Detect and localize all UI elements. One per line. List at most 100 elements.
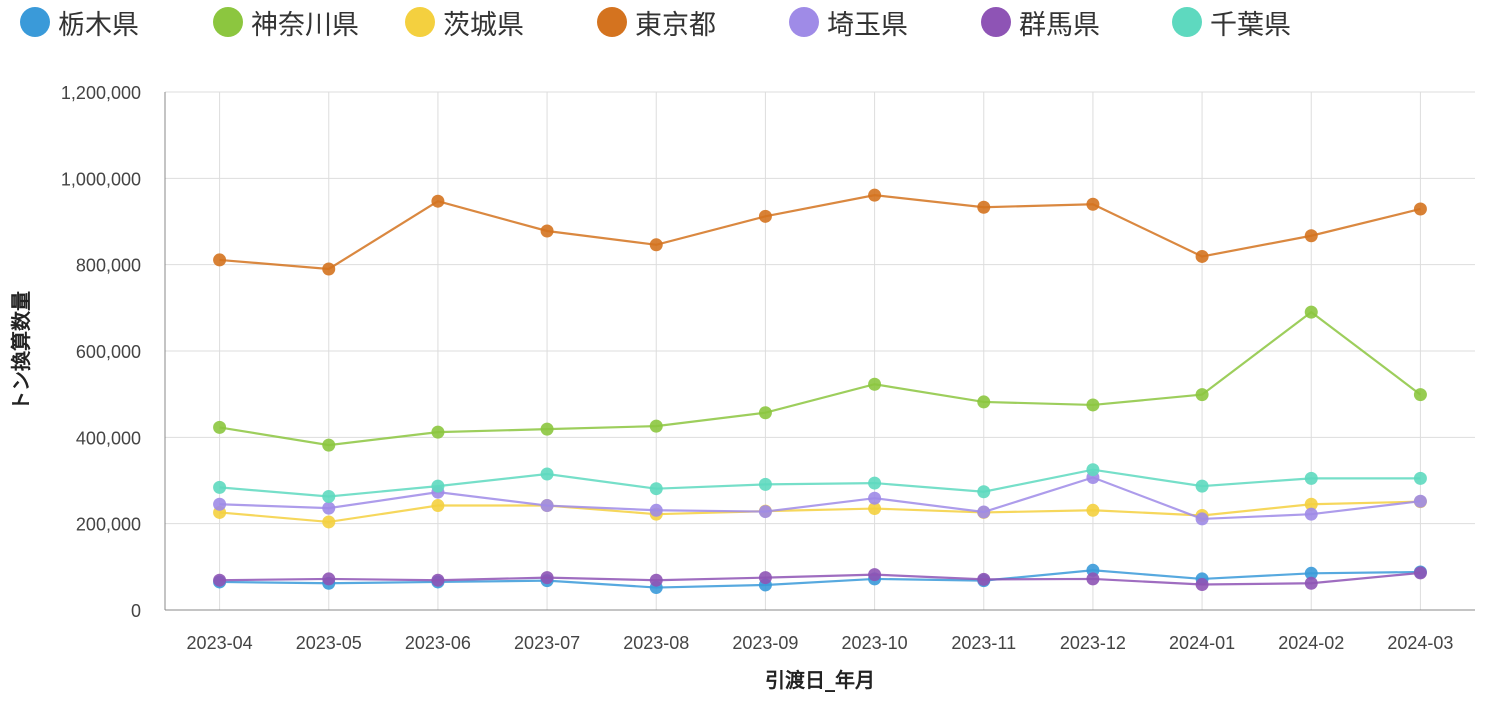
legend-swatch [981, 7, 1011, 37]
series-6 [213, 566, 1427, 592]
data-point [322, 489, 336, 503]
data-point [1413, 566, 1427, 580]
legend-swatch [405, 7, 435, 37]
y-tick-label: 200,000 [76, 515, 141, 535]
legend-item[interactable]: 茨城県 [405, 4, 524, 41]
legend: 栃木県 神奈川県 茨城県 東京都 埼玉県 群馬県 千葉県 [0, 0, 1485, 46]
legend-label: 千葉県 [1210, 9, 1291, 41]
data-point [758, 406, 772, 420]
data-point [322, 572, 336, 586]
data-point [1304, 229, 1318, 243]
data-point [1413, 471, 1427, 485]
legend-label: 東京都 [635, 9, 716, 41]
legend-label: 神奈川県 [251, 9, 359, 41]
data-point [431, 425, 445, 439]
x-tick-label: 2023-07 [514, 633, 580, 653]
y-tick-label: 600,000 [76, 342, 141, 362]
legend-item[interactable]: 千葉県 [1172, 4, 1291, 41]
data-point [977, 395, 991, 409]
data-point [758, 571, 772, 585]
legend-item[interactable]: 神奈川県 [213, 4, 359, 41]
legend-label: 埼玉県 [827, 9, 908, 41]
legend-label: 栃木県 [58, 9, 139, 41]
x-tick-label: 2023-04 [187, 633, 253, 653]
data-point [649, 482, 663, 496]
legend-label: 茨城県 [443, 9, 524, 41]
data-point [649, 573, 663, 587]
x-tick-label: 2023-09 [732, 633, 798, 653]
data-point [213, 573, 227, 587]
legend-item[interactable]: 群馬県 [981, 4, 1100, 41]
series-4 [213, 188, 1427, 276]
data-point [977, 505, 991, 519]
data-point [649, 419, 663, 433]
data-point [868, 188, 882, 202]
data-point [540, 422, 554, 436]
data-point [213, 480, 227, 494]
data-point [1195, 578, 1209, 592]
data-point [1086, 503, 1100, 517]
data-point [1304, 566, 1318, 580]
data-point [868, 502, 882, 516]
data-point [977, 572, 991, 586]
legend-swatch [1172, 7, 1202, 37]
data-point [868, 476, 882, 490]
legend-swatch [597, 7, 627, 37]
data-point [1304, 576, 1318, 590]
legend-item[interactable]: 埼玉県 [789, 4, 908, 41]
x-tick-label: 2023-05 [296, 633, 362, 653]
y-tick-label: 1,200,000 [61, 83, 141, 103]
y-tick-label: 400,000 [76, 428, 141, 448]
data-point [1195, 512, 1209, 526]
data-point [322, 515, 336, 529]
series-line [219, 194, 1421, 271]
data-point [868, 377, 882, 391]
series-line [219, 310, 1422, 447]
series-line [219, 571, 1421, 586]
x-tick-label: 2024-02 [1278, 633, 1344, 653]
data-point [1304, 507, 1318, 521]
data-point [758, 477, 772, 491]
y-tick-label: 0 [131, 601, 141, 621]
series-line [219, 468, 1421, 498]
x-tick-label: 2023-10 [842, 633, 908, 653]
data-point [431, 194, 445, 208]
series-2 [213, 305, 1427, 452]
data-point [1195, 479, 1209, 493]
data-point [758, 209, 772, 223]
data-point [1086, 572, 1100, 586]
data-point [322, 438, 336, 452]
data-point [649, 238, 663, 252]
series-line [219, 569, 1421, 589]
legend-swatch [789, 7, 819, 37]
data-point [431, 499, 445, 513]
legend-item[interactable]: 栃木県 [20, 4, 139, 41]
data-point [1086, 463, 1100, 477]
data-point [1413, 494, 1427, 508]
data-point [1304, 497, 1318, 511]
data-point [540, 571, 554, 585]
series-line [219, 500, 1421, 524]
y-axis-title: トン換算数量 [9, 291, 33, 411]
x-tick-label: 2023-11 [951, 633, 1016, 653]
data-point [322, 262, 336, 276]
legend-item[interactable]: 東京都 [597, 4, 716, 41]
y-tick-label: 800,000 [76, 256, 141, 276]
series-line [219, 476, 1421, 521]
x-tick-label: 2023-12 [1060, 633, 1126, 653]
data-point [977, 485, 991, 499]
x-tick-label: 2024-03 [1387, 633, 1453, 653]
x-tick-label: 2023-06 [405, 633, 471, 653]
data-point [213, 497, 227, 511]
data-point [540, 499, 554, 513]
data-point [1195, 388, 1209, 402]
data-point [540, 467, 554, 481]
data-point [1086, 197, 1100, 211]
data-point [213, 253, 227, 267]
data-point [1304, 305, 1318, 319]
data-point [213, 420, 227, 434]
data-point [431, 573, 445, 587]
data-point [431, 479, 445, 493]
